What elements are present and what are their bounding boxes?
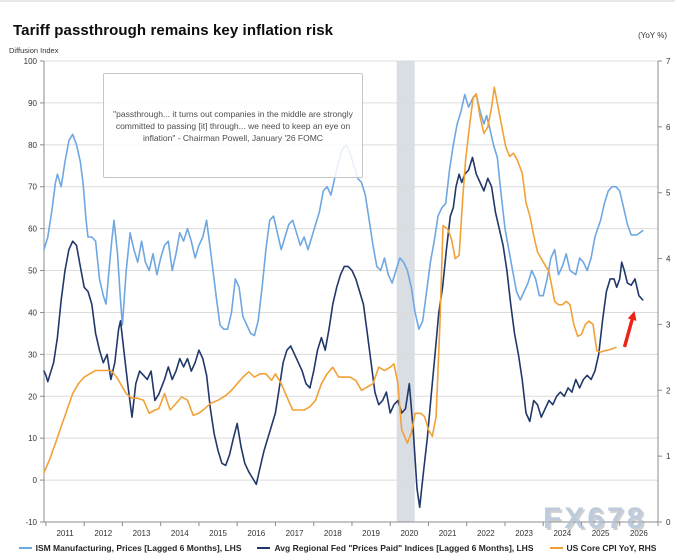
svg-text:50: 50 <box>28 267 37 276</box>
svg-text:2019: 2019 <box>362 529 380 538</box>
svg-text:2011: 2011 <box>56 529 74 538</box>
svg-text:0: 0 <box>33 476 38 485</box>
fed-prices-line-swatch <box>257 547 271 549</box>
svg-text:20: 20 <box>28 392 37 401</box>
svg-text:70: 70 <box>28 183 37 192</box>
svg-text:2025: 2025 <box>592 529 610 538</box>
ism-line-swatch <box>18 547 32 549</box>
page-title: Tariff passthrough remains key inflation… <box>13 22 334 39</box>
svg-text:2026: 2026 <box>630 529 648 538</box>
fed-prices-line <box>43 156 644 509</box>
svg-text:2023: 2023 <box>515 529 533 538</box>
svg-text:0: 0 <box>666 518 671 527</box>
legend-label: Avg Regional Fed "Prices Paid" Indices [… <box>274 543 534 553</box>
svg-text:2012: 2012 <box>94 529 112 538</box>
svg-text:5: 5 <box>666 189 671 198</box>
svg-text:10: 10 <box>28 434 37 443</box>
core-cpi-line-swatch <box>549 547 563 549</box>
svg-text:2015: 2015 <box>209 529 227 538</box>
svg-text:2016: 2016 <box>247 529 265 538</box>
annotation-line: committed to passing [it] through... we … <box>115 120 351 131</box>
svg-text:-10: -10 <box>25 518 37 527</box>
svg-text:2017: 2017 <box>286 529 304 538</box>
svg-text:1: 1 <box>666 452 671 461</box>
svg-text:80: 80 <box>28 141 37 150</box>
svg-text:2013: 2013 <box>133 529 151 538</box>
trend-arrow <box>622 311 637 348</box>
right-axis-ticks: 7 6 5 4 3 2 1 0 <box>658 57 671 527</box>
legend-label: ISM Manufacturing, Prices [Lagged 6 Mont… <box>35 543 242 553</box>
powell-quote-annotation: "passthrough... it turns out companies i… <box>103 73 363 178</box>
axes <box>43 61 659 523</box>
annotation-line: "passthrough... it turns out companies i… <box>113 108 353 119</box>
legend-item-fed-prices: Avg Regional Fed "Prices Paid" Indices [… <box>257 543 534 553</box>
left-axis-title: Diffusion Index <box>9 46 59 55</box>
svg-text:2021: 2021 <box>439 529 457 538</box>
legend: ISM Manufacturing, Prices [Lagged 6 Mont… <box>0 543 675 553</box>
x-axis-ticks: 2011 2012 2013 2014 2015 2016 2017 2018 2019 2020… <box>45 522 659 538</box>
svg-text:3: 3 <box>666 320 671 329</box>
watermark: FX678 <box>543 502 647 535</box>
right-axis-title: (YoY %) <box>638 31 667 40</box>
svg-text:2022: 2022 <box>477 529 495 538</box>
svg-text:60: 60 <box>28 225 37 234</box>
ism-line <box>43 93 644 337</box>
svg-text:90: 90 <box>28 99 37 108</box>
svg-text:40: 40 <box>28 308 37 317</box>
legend-item-core-cpi: US Core CPI YoY, RHS <box>549 543 657 553</box>
svg-text:6: 6 <box>666 123 671 132</box>
legend-label: US Core CPI YoY, RHS <box>566 543 657 553</box>
recession-band <box>396 61 415 522</box>
svg-text:100: 100 <box>24 57 38 66</box>
svg-text:30: 30 <box>28 350 37 359</box>
core-cpi-line <box>43 86 617 474</box>
svg-text:2014: 2014 <box>171 529 189 538</box>
legend-item-ism: ISM Manufacturing, Prices [Lagged 6 Mont… <box>18 543 242 553</box>
annotation-line: inflation" - Chairman Powell, January '2… <box>143 132 323 143</box>
svg-text:2020: 2020 <box>400 529 418 538</box>
svg-text:2024: 2024 <box>553 529 571 538</box>
svg-text:4: 4 <box>666 255 671 264</box>
svg-text:2: 2 <box>666 386 671 395</box>
svg-text:7: 7 <box>666 57 671 66</box>
svg-text:2018: 2018 <box>324 529 342 538</box>
